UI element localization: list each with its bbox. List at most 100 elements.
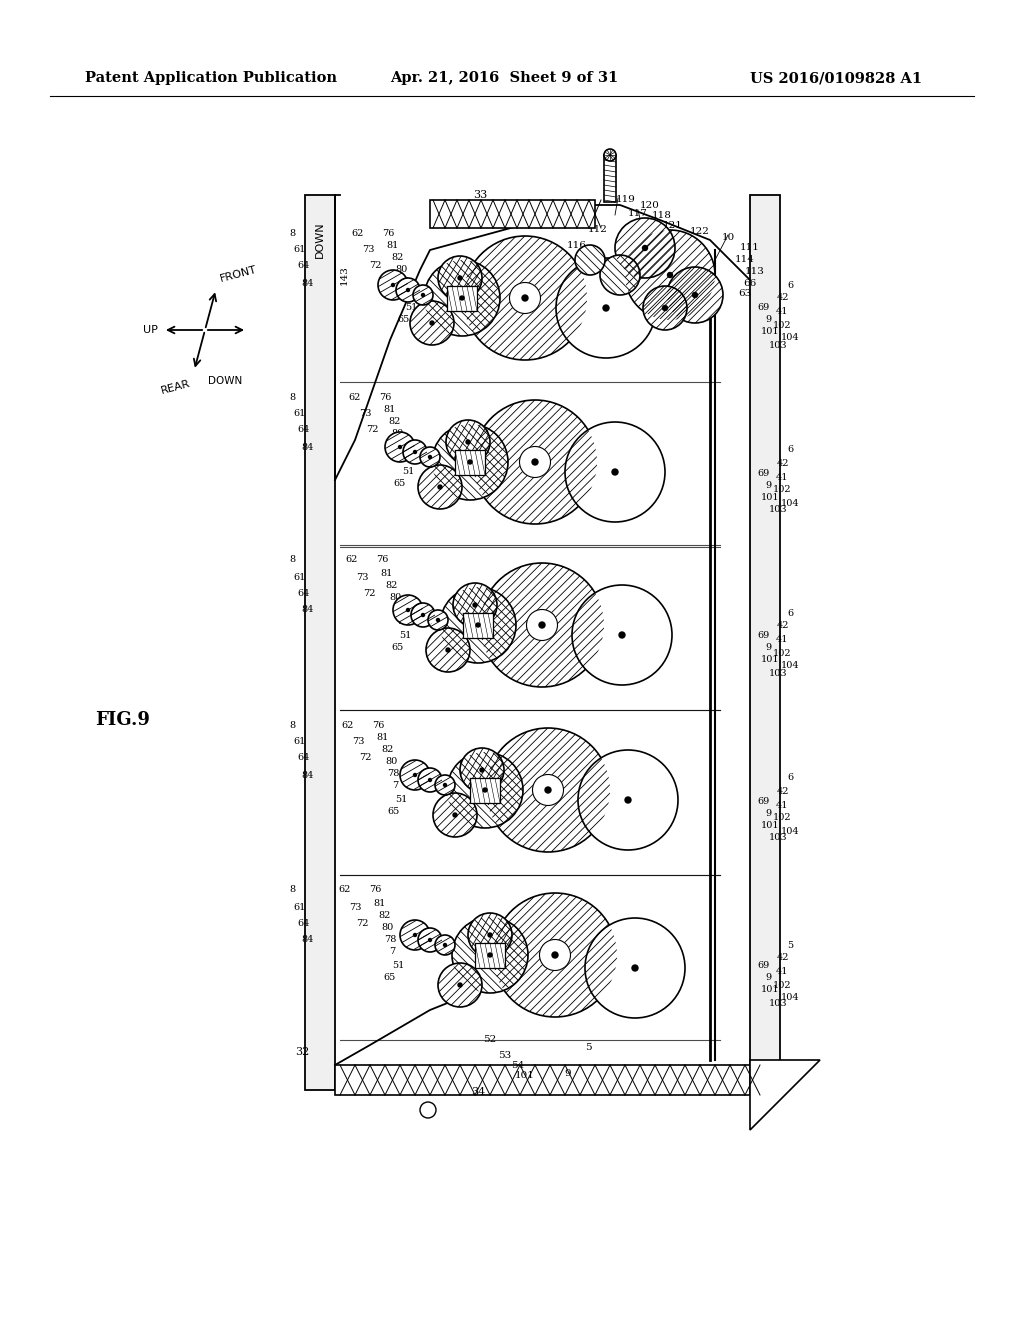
Text: 52: 52 [541, 606, 553, 615]
Text: 84: 84 [302, 771, 314, 780]
Text: 119: 119 [616, 195, 636, 205]
Text: 64: 64 [298, 589, 310, 598]
Circle shape [565, 422, 665, 521]
Circle shape [438, 484, 442, 488]
Circle shape [600, 255, 640, 294]
Circle shape [438, 256, 482, 300]
Circle shape [446, 648, 450, 652]
Polygon shape [430, 201, 595, 228]
Circle shape [539, 622, 545, 628]
Circle shape [396, 279, 420, 302]
Text: 7: 7 [396, 616, 402, 626]
Text: 61: 61 [294, 246, 306, 255]
Circle shape [663, 305, 668, 310]
Text: 61: 61 [294, 738, 306, 747]
Text: 84: 84 [302, 606, 314, 615]
Circle shape [578, 750, 678, 850]
Text: 81: 81 [377, 734, 389, 742]
Circle shape [510, 282, 541, 314]
Text: 10: 10 [721, 234, 734, 243]
Text: 5: 5 [585, 1044, 591, 1052]
Text: 82: 82 [386, 581, 398, 590]
Circle shape [692, 293, 697, 297]
Text: 102: 102 [773, 321, 792, 330]
Text: 76: 76 [376, 556, 388, 565]
Text: DOWN: DOWN [315, 222, 325, 259]
Text: 42: 42 [777, 953, 790, 962]
Circle shape [443, 944, 446, 946]
Text: 73: 73 [361, 246, 374, 255]
Text: 72: 72 [358, 754, 372, 763]
Text: 62: 62 [339, 886, 351, 895]
Text: 82: 82 [379, 911, 391, 920]
Text: 41: 41 [776, 635, 788, 644]
Text: 104: 104 [780, 499, 800, 507]
Text: 42: 42 [777, 787, 790, 796]
Circle shape [493, 894, 617, 1016]
Text: 64: 64 [298, 919, 310, 928]
Text: 64: 64 [298, 261, 310, 271]
Circle shape [483, 788, 487, 792]
Circle shape [488, 933, 492, 937]
Text: 82: 82 [389, 417, 401, 426]
Text: 72: 72 [362, 589, 375, 598]
Text: 78: 78 [391, 605, 403, 614]
Text: 51: 51 [395, 796, 408, 804]
Circle shape [522, 294, 528, 301]
Text: 111: 111 [740, 243, 760, 252]
Circle shape [575, 246, 605, 275]
Circle shape [400, 920, 430, 950]
Text: 120: 120 [640, 201, 659, 210]
Text: 9: 9 [765, 480, 771, 490]
Text: 102: 102 [773, 486, 792, 495]
Text: 69: 69 [757, 796, 769, 805]
Text: 84: 84 [302, 936, 314, 945]
Text: 103: 103 [769, 341, 787, 350]
Circle shape [385, 432, 415, 462]
Text: 84: 84 [302, 279, 314, 288]
Circle shape [486, 729, 610, 851]
Text: 101: 101 [761, 492, 779, 502]
Text: 73: 73 [349, 903, 361, 912]
Circle shape [403, 440, 427, 465]
Circle shape [458, 983, 462, 987]
Circle shape [458, 276, 462, 280]
Text: 65: 65 [387, 808, 399, 817]
Circle shape [443, 784, 446, 787]
Text: 80: 80 [385, 758, 397, 767]
Text: 7: 7 [392, 781, 398, 791]
Text: 6: 6 [786, 281, 793, 289]
Text: 6: 6 [786, 774, 793, 783]
Circle shape [532, 459, 538, 465]
Text: 102: 102 [773, 648, 792, 657]
Text: 81: 81 [381, 569, 393, 578]
Circle shape [519, 446, 551, 478]
Text: 69: 69 [757, 961, 769, 970]
Circle shape [418, 768, 442, 792]
Text: UP: UP [143, 325, 158, 335]
Text: 69: 69 [757, 304, 769, 313]
Circle shape [468, 913, 512, 957]
Text: 72: 72 [369, 261, 381, 271]
Text: 32: 32 [295, 1047, 309, 1057]
Text: 61: 61 [294, 409, 306, 418]
Text: 101: 101 [761, 821, 779, 829]
Text: 104: 104 [780, 334, 800, 342]
Circle shape [466, 440, 470, 444]
Text: 41: 41 [776, 968, 788, 977]
Text: 102: 102 [773, 981, 792, 990]
Text: 51: 51 [392, 961, 404, 969]
Text: 52: 52 [483, 1035, 497, 1044]
Text: 65: 65 [384, 973, 396, 982]
Circle shape [585, 917, 685, 1018]
Text: 80: 80 [382, 923, 394, 932]
Circle shape [668, 272, 673, 277]
Text: 101: 101 [761, 656, 779, 664]
Bar [475, 942, 505, 968]
Text: 62: 62 [352, 228, 365, 238]
Circle shape [426, 628, 470, 672]
Text: 122: 122 [690, 227, 710, 236]
Text: 8: 8 [289, 228, 295, 238]
Circle shape [411, 603, 435, 627]
Circle shape [378, 271, 408, 300]
